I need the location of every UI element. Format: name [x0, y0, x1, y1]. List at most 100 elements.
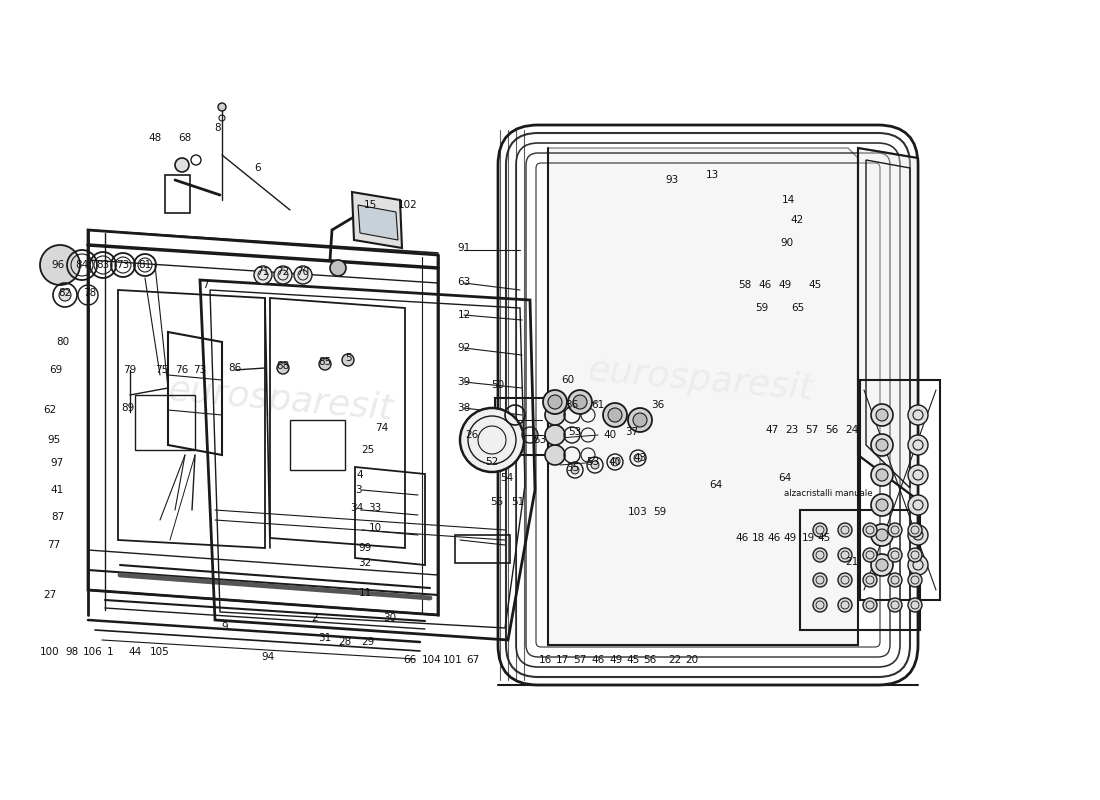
Circle shape — [838, 598, 853, 612]
Circle shape — [634, 454, 642, 462]
Circle shape — [218, 103, 226, 111]
Text: 45: 45 — [626, 655, 639, 665]
Text: 1: 1 — [107, 647, 113, 657]
Circle shape — [838, 548, 853, 562]
Text: 106: 106 — [84, 647, 103, 657]
Text: 74: 74 — [375, 423, 388, 433]
Text: 40: 40 — [604, 430, 617, 440]
Circle shape — [330, 260, 346, 276]
Circle shape — [294, 266, 312, 284]
Text: 12: 12 — [458, 310, 471, 320]
Text: 22: 22 — [669, 655, 682, 665]
Circle shape — [838, 573, 853, 587]
Text: 37: 37 — [626, 427, 639, 437]
Text: 104: 104 — [422, 655, 442, 665]
Text: alzacristalli manuale: alzacristalli manuale — [784, 489, 872, 498]
Circle shape — [603, 403, 627, 427]
Text: 72: 72 — [276, 267, 289, 277]
Text: 54: 54 — [500, 473, 514, 483]
Text: 93: 93 — [666, 175, 679, 185]
Circle shape — [548, 395, 562, 409]
Circle shape — [544, 425, 565, 445]
Text: 61: 61 — [592, 400, 605, 410]
Circle shape — [871, 494, 893, 516]
Circle shape — [608, 408, 622, 422]
Circle shape — [876, 409, 888, 421]
Text: 3: 3 — [354, 485, 361, 495]
Circle shape — [813, 548, 827, 562]
Text: 96: 96 — [52, 260, 65, 270]
Circle shape — [544, 445, 565, 465]
Circle shape — [319, 358, 331, 370]
Text: 57: 57 — [805, 425, 818, 435]
Circle shape — [40, 245, 80, 285]
Text: 33: 33 — [368, 503, 382, 513]
Text: 2: 2 — [311, 613, 318, 623]
Text: 42: 42 — [791, 215, 804, 225]
Text: 5: 5 — [344, 353, 351, 363]
Text: 10: 10 — [368, 523, 382, 533]
Text: 100: 100 — [41, 647, 59, 657]
Circle shape — [908, 548, 922, 562]
Circle shape — [871, 524, 893, 546]
Circle shape — [460, 408, 524, 472]
Text: 53: 53 — [534, 435, 547, 445]
Circle shape — [342, 354, 354, 366]
Circle shape — [908, 435, 928, 455]
Circle shape — [864, 523, 877, 537]
Text: 20: 20 — [685, 655, 698, 665]
Text: 9: 9 — [222, 622, 229, 632]
Text: 23: 23 — [785, 425, 799, 435]
Circle shape — [871, 434, 893, 456]
Circle shape — [59, 289, 72, 301]
Text: 56: 56 — [644, 655, 657, 665]
Circle shape — [871, 464, 893, 486]
Polygon shape — [858, 148, 918, 500]
Bar — [455, 535, 510, 563]
Circle shape — [876, 469, 888, 481]
Circle shape — [908, 405, 928, 425]
Circle shape — [888, 598, 902, 612]
Text: 39: 39 — [458, 377, 471, 387]
Circle shape — [568, 390, 592, 414]
Text: 24: 24 — [846, 425, 859, 435]
Text: 68: 68 — [178, 133, 191, 143]
Circle shape — [544, 405, 565, 425]
Circle shape — [908, 598, 922, 612]
Text: 4: 4 — [356, 470, 363, 480]
Circle shape — [876, 499, 888, 511]
Text: 40: 40 — [608, 457, 622, 467]
Circle shape — [871, 404, 893, 426]
Text: 57: 57 — [573, 655, 586, 665]
Text: 64: 64 — [779, 473, 792, 483]
Text: 79: 79 — [123, 365, 136, 375]
Text: 75: 75 — [155, 365, 168, 375]
Circle shape — [813, 573, 827, 587]
Circle shape — [277, 362, 289, 374]
Text: 15: 15 — [363, 200, 376, 210]
Text: 59: 59 — [756, 303, 769, 313]
Circle shape — [591, 461, 600, 469]
Circle shape — [888, 573, 902, 587]
Text: 70: 70 — [296, 267, 309, 277]
Text: 49: 49 — [783, 533, 796, 543]
Circle shape — [864, 573, 877, 587]
Text: 60: 60 — [561, 375, 574, 385]
Text: 62: 62 — [43, 405, 56, 415]
Text: 80: 80 — [56, 337, 69, 347]
Circle shape — [543, 390, 566, 414]
Text: 7: 7 — [201, 280, 208, 290]
Circle shape — [838, 523, 853, 537]
Text: 38: 38 — [458, 403, 471, 413]
Text: 17: 17 — [556, 655, 569, 665]
Circle shape — [871, 554, 893, 576]
Text: 50: 50 — [492, 380, 505, 390]
Text: 21: 21 — [846, 557, 859, 567]
Text: 46: 46 — [768, 533, 781, 543]
Circle shape — [864, 548, 877, 562]
Text: 83: 83 — [97, 260, 110, 270]
Text: 31: 31 — [318, 633, 331, 643]
Text: 53: 53 — [569, 427, 582, 437]
Text: 73: 73 — [117, 260, 130, 270]
Text: 89: 89 — [121, 403, 134, 413]
